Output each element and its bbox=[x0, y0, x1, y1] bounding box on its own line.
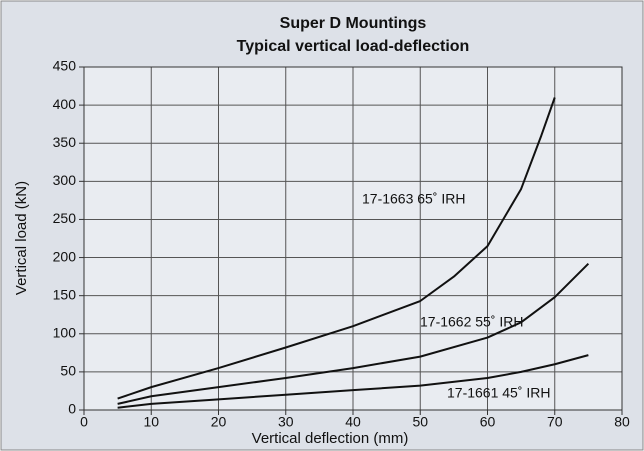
series-line bbox=[117, 262, 590, 405]
y-tick-label: 400 bbox=[53, 96, 77, 112]
series-line bbox=[117, 97, 556, 400]
series-label: 17-1661 45˚ IRH bbox=[447, 385, 551, 401]
x-tick-label: 10 bbox=[143, 414, 159, 430]
chart-title: Super D Mountings bbox=[280, 15, 427, 32]
x-tick-label: 70 bbox=[547, 414, 563, 430]
y-tick-label: 200 bbox=[53, 248, 77, 264]
x-axis-label: Vertical deflection (mm) bbox=[252, 430, 409, 447]
x-tick-label: 60 bbox=[480, 414, 496, 430]
x-tick-label: 20 bbox=[211, 414, 227, 430]
y-tick-label: 250 bbox=[53, 210, 77, 226]
series-line bbox=[117, 354, 589, 409]
y-tick-label: 300 bbox=[53, 172, 77, 188]
x-tick-label: 30 bbox=[278, 414, 294, 430]
x-tick-label: 50 bbox=[412, 414, 428, 430]
series-label: 17-1663 65˚ IRH bbox=[362, 191, 466, 207]
chart-subtitle: Typical vertical load-deflection bbox=[237, 38, 470, 55]
y-tick-label: 350 bbox=[53, 134, 77, 150]
y-tick-label: 450 bbox=[53, 58, 77, 74]
y-tick-label: 50 bbox=[60, 363, 76, 379]
y-tick-label: 0 bbox=[68, 401, 76, 417]
y-tick-label: 100 bbox=[53, 324, 77, 340]
x-tick-label: 40 bbox=[345, 414, 361, 430]
y-axis-label: Vertical load (kN) bbox=[13, 181, 30, 295]
x-tick-label: 0 bbox=[80, 414, 88, 430]
series-label: 17-1662 55˚ IRH bbox=[420, 314, 524, 330]
plot-frame bbox=[83, 66, 623, 411]
y-tick-label: 150 bbox=[53, 286, 77, 302]
x-tick-label: 80 bbox=[614, 414, 630, 430]
